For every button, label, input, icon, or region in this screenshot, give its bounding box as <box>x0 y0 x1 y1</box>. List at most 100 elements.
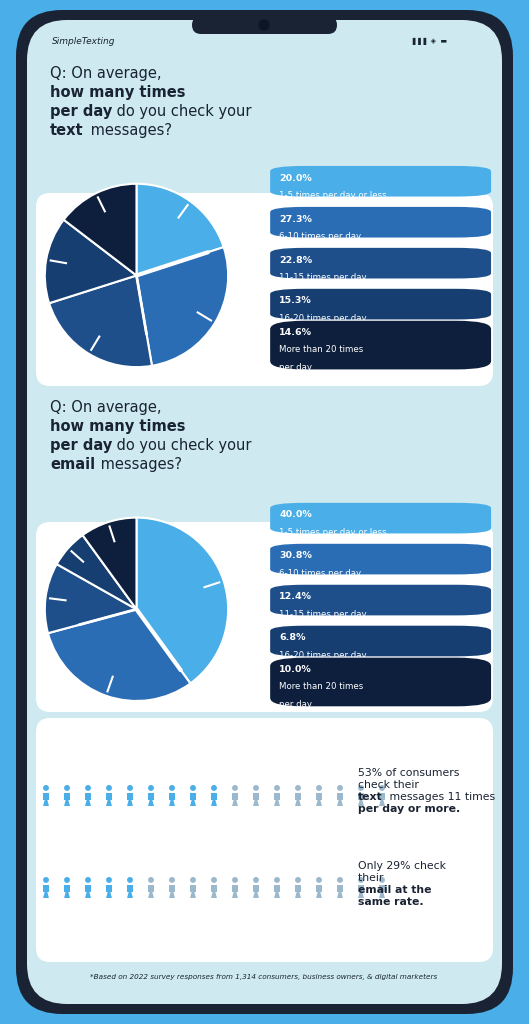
Text: 1-5 times per day or less: 1-5 times per day or less <box>279 528 387 537</box>
Polygon shape <box>64 885 70 892</box>
Text: messages 11 times: messages 11 times <box>386 792 495 802</box>
Polygon shape <box>43 885 49 892</box>
Polygon shape <box>211 885 217 892</box>
Circle shape <box>127 877 133 883</box>
Polygon shape <box>43 800 49 806</box>
FancyBboxPatch shape <box>36 56 493 186</box>
Circle shape <box>253 877 259 883</box>
FancyBboxPatch shape <box>36 193 493 386</box>
Polygon shape <box>337 892 343 898</box>
FancyBboxPatch shape <box>16 10 513 1014</box>
Text: check their: check their <box>358 780 422 790</box>
Wedge shape <box>48 609 190 701</box>
Text: per day: per day <box>279 362 312 372</box>
Polygon shape <box>379 793 385 800</box>
Text: 30.8%: 30.8% <box>279 552 312 560</box>
Polygon shape <box>358 793 364 800</box>
Polygon shape <box>64 793 70 800</box>
Polygon shape <box>316 793 322 800</box>
Polygon shape <box>127 892 133 898</box>
Text: 16-20 times per day: 16-20 times per day <box>279 651 367 659</box>
FancyBboxPatch shape <box>270 321 491 370</box>
Wedge shape <box>136 517 228 683</box>
Text: *Based on 2022 survey responses from 1,314 consumers, business owners, & digital: *Based on 2022 survey responses from 1,3… <box>90 974 437 980</box>
Polygon shape <box>106 793 112 800</box>
Text: 6-10 times per day: 6-10 times per day <box>279 232 361 241</box>
Circle shape <box>85 785 91 791</box>
FancyBboxPatch shape <box>36 718 493 962</box>
Polygon shape <box>211 800 217 806</box>
Polygon shape <box>169 800 175 806</box>
Polygon shape <box>211 892 217 898</box>
Text: text: text <box>358 792 382 802</box>
Polygon shape <box>274 892 280 898</box>
Polygon shape <box>316 800 322 806</box>
Polygon shape <box>295 800 301 806</box>
Polygon shape <box>127 885 133 892</box>
Polygon shape <box>358 892 364 898</box>
Polygon shape <box>190 885 196 892</box>
Polygon shape <box>190 793 196 800</box>
FancyBboxPatch shape <box>270 289 491 319</box>
Polygon shape <box>253 892 259 898</box>
Polygon shape <box>337 793 343 800</box>
Circle shape <box>106 785 112 791</box>
Wedge shape <box>57 536 136 609</box>
Polygon shape <box>43 892 49 898</box>
Circle shape <box>259 20 269 30</box>
Text: how many times: how many times <box>50 419 186 434</box>
Polygon shape <box>295 885 301 892</box>
Text: Q: On average,: Q: On average, <box>50 66 166 81</box>
Polygon shape <box>169 793 175 800</box>
Polygon shape <box>253 793 259 800</box>
Text: 15.3%: 15.3% <box>279 297 312 305</box>
Polygon shape <box>358 885 364 892</box>
Circle shape <box>43 785 49 791</box>
Polygon shape <box>43 793 49 800</box>
FancyBboxPatch shape <box>270 657 491 707</box>
Polygon shape <box>85 885 91 892</box>
Polygon shape <box>64 800 70 806</box>
Text: 11-15 times per day: 11-15 times per day <box>279 273 367 282</box>
Polygon shape <box>148 885 154 892</box>
FancyBboxPatch shape <box>270 207 491 238</box>
Text: More than 20 times: More than 20 times <box>279 682 363 691</box>
Polygon shape <box>295 892 301 898</box>
Text: per day or more.: per day or more. <box>358 804 460 814</box>
Polygon shape <box>232 892 238 898</box>
Polygon shape <box>379 800 385 806</box>
Circle shape <box>337 785 343 791</box>
Text: Only 29% check: Only 29% check <box>358 861 446 871</box>
Polygon shape <box>232 793 238 800</box>
Polygon shape <box>337 885 343 892</box>
Polygon shape <box>316 892 322 898</box>
Text: More than 20 times: More than 20 times <box>279 345 363 354</box>
Circle shape <box>253 785 259 791</box>
Polygon shape <box>253 800 259 806</box>
Circle shape <box>190 785 196 791</box>
Wedge shape <box>45 220 136 303</box>
Polygon shape <box>148 800 154 806</box>
Polygon shape <box>232 885 238 892</box>
Circle shape <box>337 877 343 883</box>
Polygon shape <box>106 892 112 898</box>
Wedge shape <box>63 183 136 275</box>
Text: 40.0%: 40.0% <box>279 511 312 519</box>
Circle shape <box>169 785 175 791</box>
FancyBboxPatch shape <box>270 585 491 615</box>
Text: 10.0%: 10.0% <box>279 666 312 675</box>
FancyBboxPatch shape <box>270 248 491 279</box>
Wedge shape <box>136 183 224 275</box>
Polygon shape <box>148 793 154 800</box>
Circle shape <box>274 877 280 883</box>
Text: how many times: how many times <box>50 85 186 100</box>
Polygon shape <box>295 793 301 800</box>
Polygon shape <box>169 892 175 898</box>
FancyBboxPatch shape <box>36 522 493 712</box>
Circle shape <box>64 877 70 883</box>
Text: same rate.: same rate. <box>358 897 424 907</box>
Circle shape <box>106 877 112 883</box>
Polygon shape <box>64 892 70 898</box>
FancyBboxPatch shape <box>270 544 491 574</box>
Circle shape <box>232 877 238 883</box>
